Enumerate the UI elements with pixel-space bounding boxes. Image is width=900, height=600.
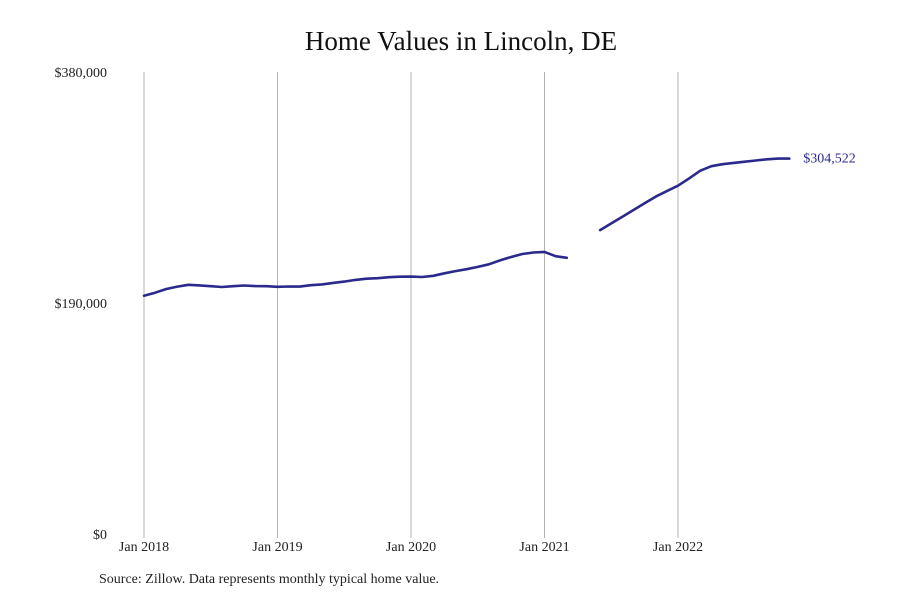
series-layer <box>142 157 791 297</box>
data-labels: $304,522 <box>803 152 856 167</box>
y-axis: $0 $190,000 $380,000 <box>55 66 108 543</box>
grid-lines <box>143 72 679 538</box>
x-tick-label: Jan 2019 <box>252 540 302 555</box>
series-line-segment <box>142 250 569 297</box>
y-tick-label: $190,000 <box>55 297 108 312</box>
chart-title: Home Values in Lincoln, DE <box>304 26 618 56</box>
x-tick-label: Jan 2020 <box>386 540 436 555</box>
series-line-segment <box>598 157 791 232</box>
y-tick-label: $0 <box>93 528 107 543</box>
y-tick-label: $380,000 <box>55 66 108 81</box>
x-tick-label: Jan 2018 <box>119 540 169 555</box>
x-tick-label: Jan 2022 <box>653 540 703 555</box>
source-note: Source: Zillow. Data represents monthly … <box>99 572 440 587</box>
x-axis: Jan 2018 Jan 2019 Jan 2020 Jan 2021 Jan 2022 <box>119 540 703 555</box>
series-end-label: $304,522 <box>803 152 856 167</box>
x-tick-label: Jan 2021 <box>519 540 569 555</box>
